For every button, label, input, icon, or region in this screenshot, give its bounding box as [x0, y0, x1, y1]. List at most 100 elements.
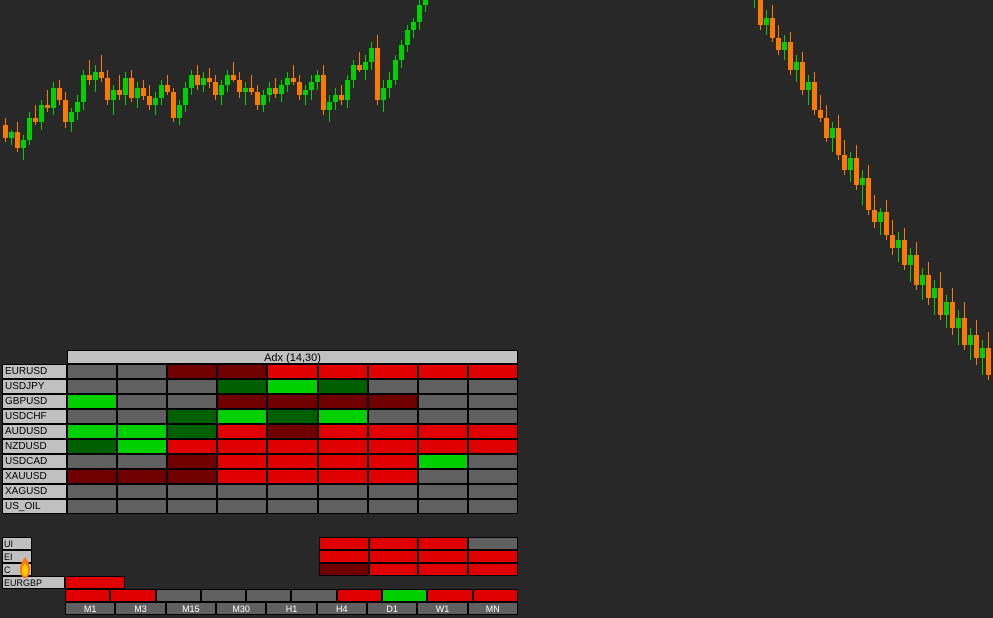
lower-cell — [473, 589, 518, 602]
indicator-cell — [368, 379, 418, 394]
lower-cell — [175, 563, 223, 576]
indicator-cell — [468, 439, 518, 454]
lower-cell — [427, 589, 472, 602]
lower-label-wide[interactable]: EURGBP — [2, 576, 65, 589]
indicator-row: USDCHF — [2, 409, 518, 424]
lower-label[interactable]: EI — [2, 550, 32, 563]
indicator-cell — [217, 454, 267, 469]
indicator-cell — [267, 424, 317, 439]
candlestick-chart[interactable] — [0, 0, 993, 618]
indicator-cell — [418, 484, 468, 499]
indicator-cell — [368, 424, 418, 439]
lower-cell — [80, 563, 128, 576]
indicator-cell — [67, 454, 117, 469]
indicator-cell — [67, 379, 117, 394]
indicator-cell — [368, 454, 418, 469]
indicator-cell — [217, 394, 267, 409]
timeframe-label[interactable]: D1 — [367, 602, 417, 615]
lower-cell — [468, 537, 518, 550]
symbol-label[interactable]: USDJPY — [2, 379, 67, 394]
lower-cell — [80, 550, 128, 563]
timeframe-label[interactable]: M30 — [216, 602, 266, 615]
indicator-cell — [418, 379, 468, 394]
lower-cell — [369, 550, 419, 563]
panel-title: Adx (14,30) — [67, 350, 518, 364]
indicator-cell — [167, 409, 217, 424]
timeframe-label[interactable]: H1 — [266, 602, 316, 615]
lower-cell — [175, 550, 223, 563]
indicator-cell — [368, 364, 418, 379]
indicator-cell — [217, 364, 267, 379]
symbol-label[interactable]: USDCAD — [2, 454, 67, 469]
symbol-label[interactable]: EURUSD — [2, 364, 67, 379]
indicator-cell — [318, 484, 368, 499]
lower-label[interactable]: UI — [2, 537, 32, 550]
indicator-cell — [217, 499, 267, 514]
lower-cell — [468, 563, 518, 576]
timeframe-label[interactable]: W1 — [417, 602, 467, 615]
indicator-cell — [117, 469, 167, 484]
symbol-label[interactable]: XAGUSD — [2, 484, 67, 499]
indicator-row: USDCAD — [2, 454, 518, 469]
indicator-cell — [167, 439, 217, 454]
timeframe-label[interactable]: H4 — [317, 602, 367, 615]
indicator-cell — [217, 424, 267, 439]
lower-cell — [223, 537, 271, 550]
symbol-label[interactable]: XAUUSD — [2, 469, 67, 484]
symbol-label[interactable]: GBPUSD — [2, 394, 67, 409]
symbol-label[interactable]: US_OIL — [2, 499, 67, 514]
indicator-cell — [368, 469, 418, 484]
indicator-cell — [468, 469, 518, 484]
lower-cell — [80, 537, 128, 550]
lower-cell — [156, 589, 201, 602]
adx-indicator-panel: Adx (14,30) EURUSDUSDJPYGBPUSDUSDCHFAUDU… — [2, 350, 518, 514]
lower-cell — [128, 550, 176, 563]
indicator-cell — [267, 409, 317, 424]
indicator-cell — [167, 379, 217, 394]
indicator-cell — [117, 439, 167, 454]
indicator-cell — [368, 409, 418, 424]
indicator-cell — [217, 469, 267, 484]
indicator-cell — [67, 484, 117, 499]
indicator-cell — [167, 484, 217, 499]
indicator-cell — [468, 424, 518, 439]
indicator-cell — [117, 454, 167, 469]
indicator-cell — [267, 379, 317, 394]
indicator-cell — [117, 499, 167, 514]
symbol-label[interactable]: NZDUSD — [2, 439, 67, 454]
lower-cell — [319, 563, 369, 576]
symbol-label[interactable]: USDCHF — [2, 409, 67, 424]
timeframe-label[interactable]: M15 — [166, 602, 216, 615]
lower-label[interactable]: C — [2, 563, 32, 576]
indicator-cell — [318, 454, 368, 469]
indicator-row: US_OIL — [2, 499, 518, 514]
indicator-cell — [267, 439, 317, 454]
timeframe-label[interactable]: M3 — [115, 602, 165, 615]
lower-cell — [369, 563, 419, 576]
lower-cell — [418, 550, 468, 563]
indicator-cell — [318, 364, 368, 379]
lower-cell — [418, 563, 468, 576]
red-stripe — [65, 576, 125, 589]
timeframe-label[interactable]: MN — [468, 602, 518, 615]
indicator-cell — [368, 439, 418, 454]
indicator-cell — [318, 439, 368, 454]
lower-cell — [271, 550, 319, 563]
indicator-cell — [67, 499, 117, 514]
lower-cell — [32, 537, 80, 550]
lower-cell — [65, 589, 110, 602]
lower-cell — [223, 550, 271, 563]
indicator-cell — [167, 499, 217, 514]
indicator-cell — [318, 379, 368, 394]
indicator-cell — [267, 394, 317, 409]
indicator-row: AUDUSD — [2, 424, 518, 439]
lower-cell — [175, 537, 223, 550]
indicator-cell — [217, 484, 267, 499]
indicator-row: XAUUSD — [2, 469, 518, 484]
indicator-cell — [318, 394, 368, 409]
lower-cell — [418, 537, 468, 550]
lower-cell — [271, 537, 319, 550]
lower-cell — [32, 550, 80, 563]
symbol-label[interactable]: AUDUSD — [2, 424, 67, 439]
timeframe-label[interactable]: M1 — [65, 602, 115, 615]
